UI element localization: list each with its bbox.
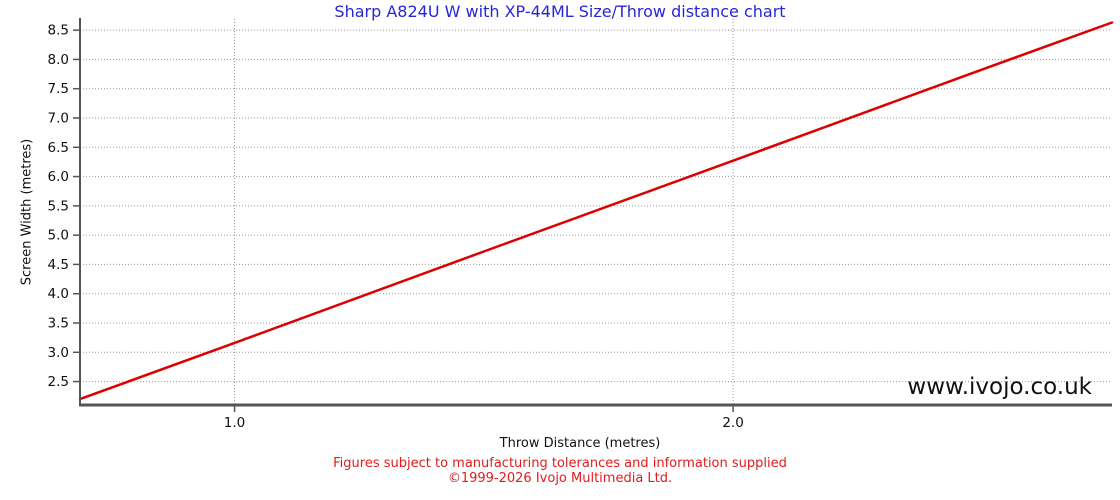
y-tick-label: 7.5 <box>48 81 69 97</box>
size-throw-line <box>78 21 1114 401</box>
watermark-text: www.ivojo.co.uk <box>907 374 1092 400</box>
y-tick-label: 3.5 <box>48 315 69 331</box>
y-tick-label: 8.5 <box>48 23 69 39</box>
y-tick-label: 6.0 <box>48 169 69 185</box>
y-tick-label: 2.5 <box>48 374 69 390</box>
y-tick-label: 4.0 <box>48 286 69 302</box>
x-tick-label: 2.0 <box>722 415 743 431</box>
footer-disclaimer: Figures subject to manufacturing toleran… <box>333 456 787 471</box>
x-tick-label: 1.0 <box>224 415 245 431</box>
y-tick-label: 8.0 <box>48 52 69 68</box>
y-tick-label: 6.5 <box>48 140 69 156</box>
y-tick-label: 3.0 <box>48 345 69 361</box>
y-tick-label: 5.5 <box>48 198 69 214</box>
y-tick-label: 5.0 <box>48 228 69 244</box>
y-tick-label: 4.5 <box>48 257 69 273</box>
y-tick-label: 7.0 <box>48 110 69 126</box>
x-axis-title: Throw Distance (metres) <box>499 436 661 451</box>
chart-title: Sharp A824U W with XP-44ML Size/Throw di… <box>334 2 786 21</box>
footer-copyright: ©1999-2026 Ivojo Multimedia Ltd. <box>447 471 673 486</box>
